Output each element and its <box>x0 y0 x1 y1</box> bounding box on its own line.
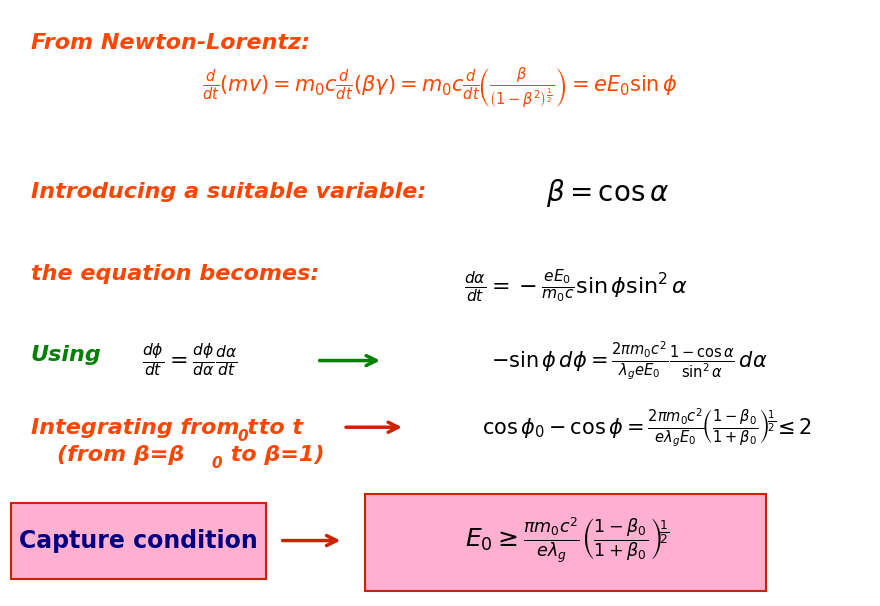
Text: $-\sin\phi\,d\phi=\frac{2\pi m_0c^2}{\lambda_g eE_0}\frac{1-\cos\alpha}{\sin^2\a: $-\sin\phi\,d\phi=\frac{2\pi m_0c^2}{\la… <box>491 339 767 382</box>
Text: Integrating from t: Integrating from t <box>31 418 258 438</box>
Text: Using: Using <box>31 345 101 365</box>
Text: $E_0\geq\frac{\pi m_0c^2}{e\lambda_g}\left(\frac{1-\beta_0}{1+\beta_0}\right)^{\: $E_0\geq\frac{\pi m_0c^2}{e\lambda_g}\le… <box>466 516 670 567</box>
Text: 0: 0 <box>238 429 248 444</box>
Text: $\beta=\cos\alpha$: $\beta=\cos\alpha$ <box>546 177 669 208</box>
FancyBboxPatch shape <box>11 503 266 579</box>
Text: $\cos\phi_0-\cos\phi=\frac{2\pi m_0c^2}{e\lambda_g E_0}\!\left(\frac{1-\beta_0}{: $\cos\phi_0-\cos\phi=\frac{2\pi m_0c^2}{… <box>481 406 812 448</box>
Text: Introducing a suitable variable:: Introducing a suitable variable: <box>31 182 426 202</box>
Text: $\frac{d}{dt}\left(mv\right)=m_0c\frac{d}{dt}\left(\beta\gamma\right)=m_0c\frac{: $\frac{d}{dt}\left(mv\right)=m_0c\frac{d… <box>202 65 678 110</box>
Text: $\frac{d\alpha}{dt}=-\frac{eE_0}{m_0c}\sin\phi\sin^2\alpha$: $\frac{d\alpha}{dt}=-\frac{eE_0}{m_0c}\s… <box>465 267 688 305</box>
Text: (from β=β: (from β=β <box>57 445 185 465</box>
Text: From Newton-Lorentz:: From Newton-Lorentz: <box>31 33 310 53</box>
Text: $\frac{d\phi}{dt}=\frac{d\phi}{d\alpha}\frac{d\alpha}{dt}$: $\frac{d\phi}{dt}=\frac{d\phi}{d\alpha}\… <box>142 342 237 379</box>
Text: to t: to t <box>251 418 303 438</box>
Text: the equation becomes:: the equation becomes: <box>31 264 319 284</box>
Text: Capture condition: Capture condition <box>18 528 258 553</box>
FancyBboxPatch shape <box>365 494 766 591</box>
Text: to β=1): to β=1) <box>223 445 324 465</box>
Text: 0: 0 <box>211 456 222 471</box>
